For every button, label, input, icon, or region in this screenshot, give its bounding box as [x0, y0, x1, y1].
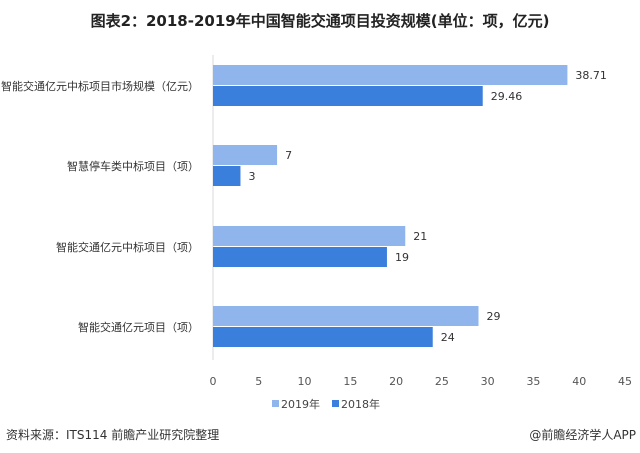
data-label: 29	[487, 310, 501, 323]
bar-2019	[213, 145, 278, 165]
bar-2018	[213, 166, 241, 186]
category-label: 智能交通亿元中标项目（项）	[56, 240, 199, 254]
x-tick-label: 40	[572, 375, 586, 388]
data-label: 38.71	[575, 69, 607, 82]
bar-2018	[213, 247, 387, 267]
bar-2018	[213, 327, 433, 347]
bar-2019	[213, 306, 479, 326]
category-label: 智能交通亿元中标项目市场规模（亿元）	[1, 79, 199, 93]
data-label: 3	[248, 170, 255, 183]
legend-label: 2018年	[341, 397, 380, 411]
legend-swatch	[272, 400, 279, 407]
x-tick-label: 45	[618, 375, 632, 388]
x-tick-label: 5	[255, 375, 262, 388]
x-tick-label: 15	[343, 375, 357, 388]
x-tick-label: 10	[298, 375, 312, 388]
x-tick-label: 25	[435, 375, 449, 388]
category-label: 智慧停车类中标项目（项）	[67, 159, 199, 173]
x-tick-label: 35	[526, 375, 540, 388]
data-label: 19	[395, 251, 409, 264]
x-tick-label: 30	[481, 375, 495, 388]
legend-swatch	[332, 400, 339, 407]
data-label: 24	[441, 331, 455, 344]
x-tick-label: 20	[389, 375, 403, 388]
chart-title: 图表2：2018-2019年中国智能交通项目投资规模(单位：项，亿元)	[90, 12, 550, 30]
bar-2019	[213, 226, 406, 246]
x-tick-label: 0	[210, 375, 217, 388]
data-label: 21	[413, 230, 427, 243]
legend-label: 2019年	[281, 397, 320, 411]
bar-2018	[213, 86, 483, 106]
data-label: 7	[285, 149, 292, 162]
brand-note: @前瞻经济学人APP	[529, 428, 636, 442]
bar-2019	[213, 65, 568, 85]
source-note: 资料来源：ITS114 前瞻产业研究院整理	[6, 428, 220, 442]
data-label: 29.46	[491, 90, 523, 103]
category-label: 智能交通亿元项目（项）	[78, 320, 199, 334]
